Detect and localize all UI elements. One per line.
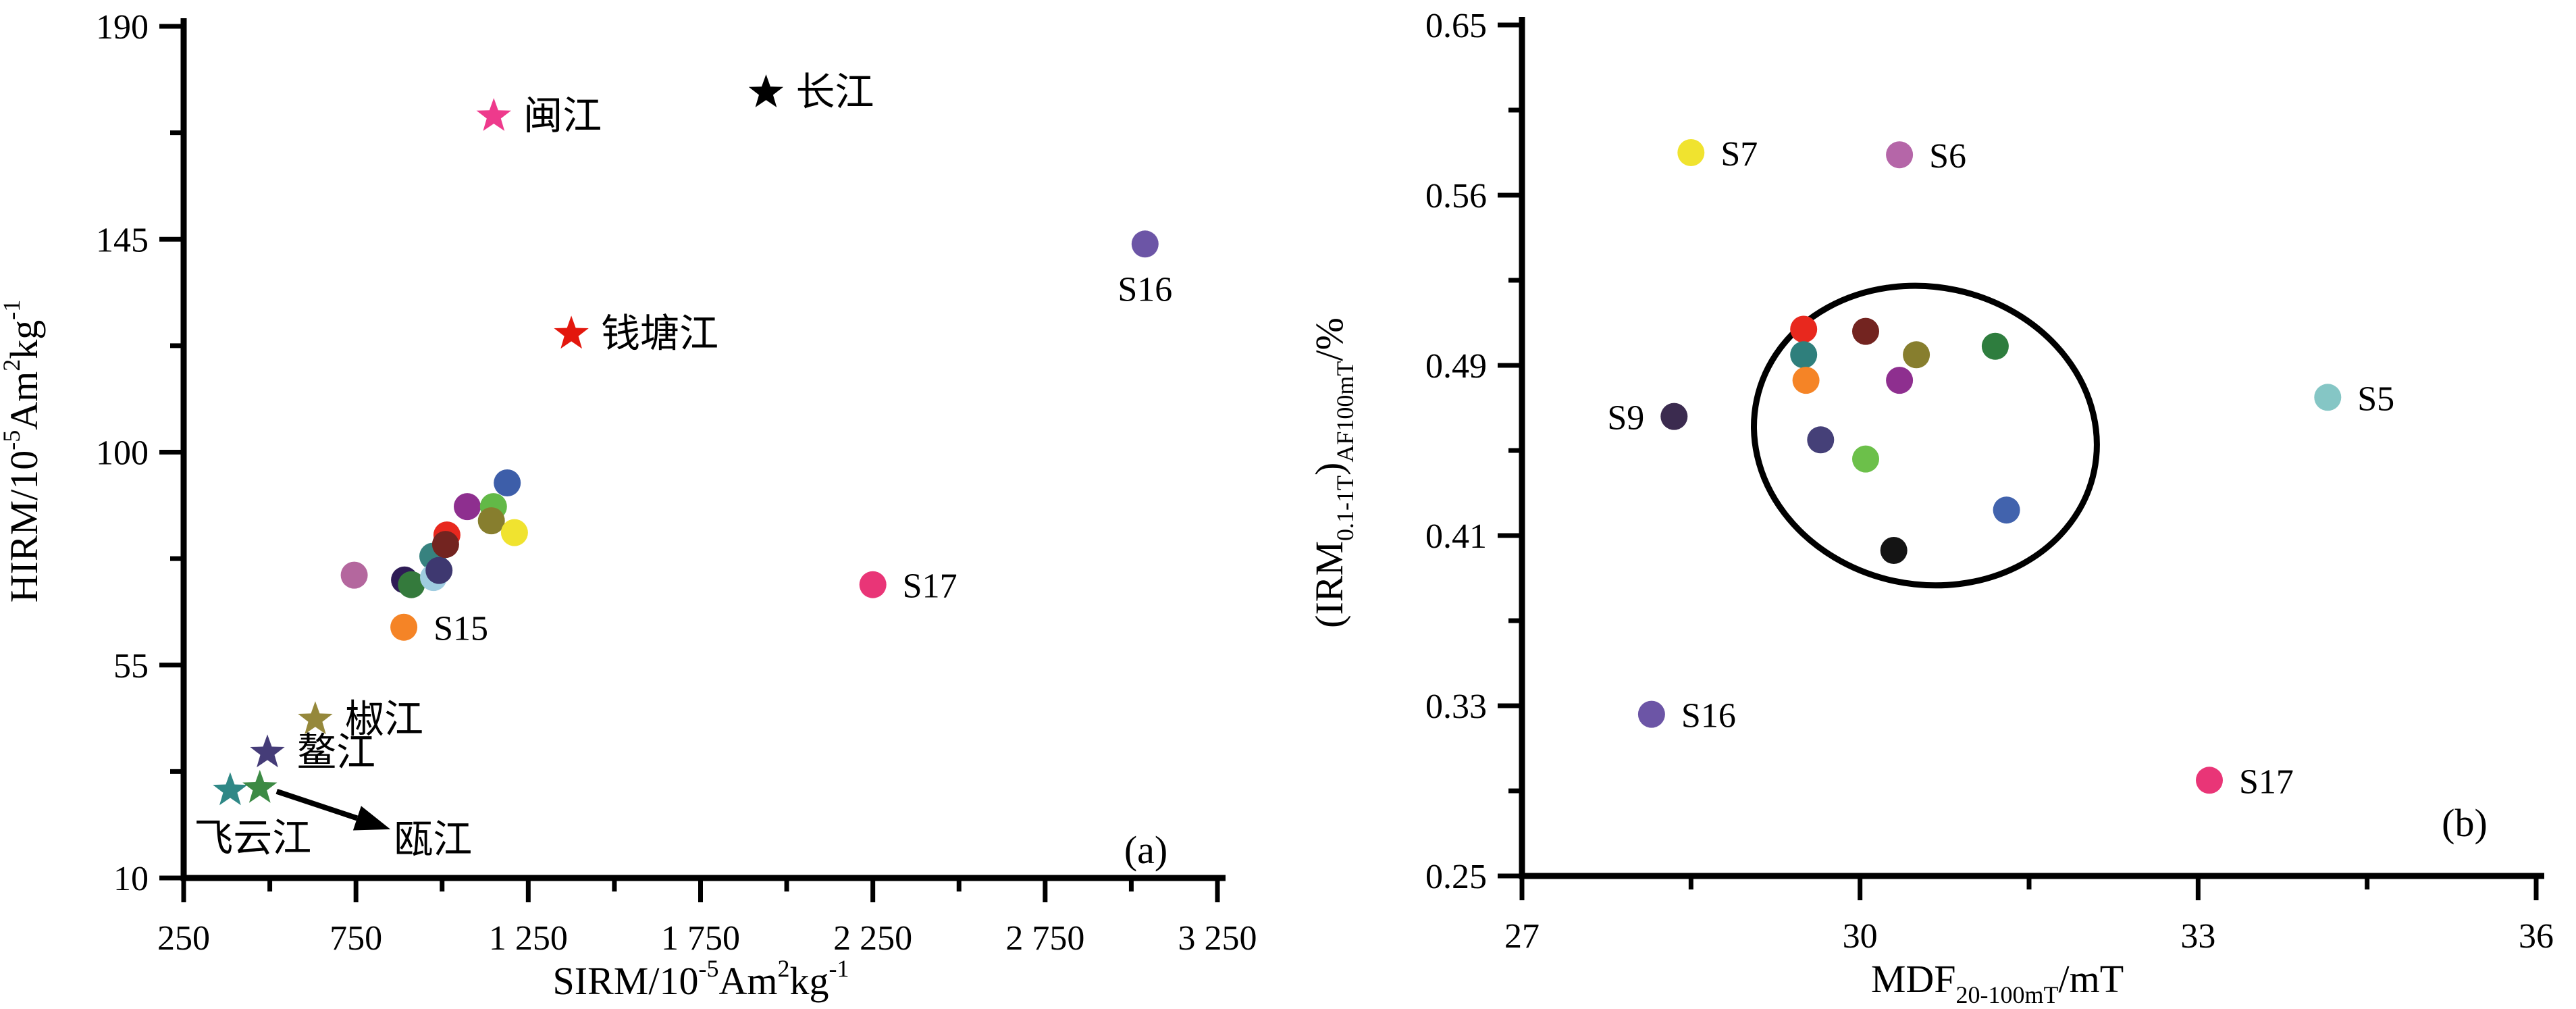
label-a-S15: S15 <box>433 610 488 648</box>
point-a-maroon <box>431 531 459 559</box>
annotation-feiyunjiang-label: 飞云江 <box>194 816 311 860</box>
star-oujiang <box>242 769 278 803</box>
point-b-maroon <box>1852 317 1879 345</box>
star-feiyunjiang <box>213 772 248 806</box>
point-a-navy <box>425 557 453 584</box>
point-b-S5 <box>2314 384 2342 411</box>
y-tick-label-a: 145 <box>96 221 149 259</box>
x-tick-label-a: 1 750 <box>661 919 740 958</box>
point-a-olive <box>477 507 505 535</box>
x-axis-title-a: SIRM/10-5Am2kg-1 <box>553 955 849 1003</box>
y-tick-label-b: 0.56 <box>1425 177 1487 215</box>
panel-letter-b: (b) <box>2442 801 2488 845</box>
x-tick-label-b: 36 <box>2519 917 2554 956</box>
point-a-blue <box>494 469 521 496</box>
annotation-oujiang-label: 瓯江 <box>394 818 472 862</box>
x-tick-label-a: 2 750 <box>1005 919 1084 958</box>
point-a-S15 <box>390 613 418 641</box>
point-b-S7 <box>1677 139 1705 166</box>
label-a-changjiang: 长江 <box>795 70 874 114</box>
star-aojiang <box>250 734 285 768</box>
label-b-S6: S6 <box>1929 137 1966 176</box>
x-tick-label-a: 250 <box>157 919 210 958</box>
point-a-dark-green <box>398 571 425 598</box>
point-a-yellow <box>500 519 528 546</box>
y-axis-title-b: (IRM0.1-1T)AF100mT/% <box>1307 317 1359 628</box>
label-a-S17: S17 <box>903 567 957 606</box>
x-tick-label-b: 30 <box>1843 917 1878 956</box>
label-b-S17: S17 <box>2239 762 2294 801</box>
panel-letter-a: (a) <box>1124 828 1167 872</box>
label-a-qiantangjiang: 钱塘江 <box>601 311 718 355</box>
point-a-S17 <box>859 571 887 598</box>
x-tick-label-b: 27 <box>1504 917 1540 956</box>
y-tick-label-a: 190 <box>96 8 149 47</box>
label-a-aojiang: 鳌江 <box>297 730 375 774</box>
x-tick-label-a: 2 250 <box>833 919 912 958</box>
label-b-S9: S9 <box>1607 399 1644 438</box>
point-b-orange <box>1792 367 1820 394</box>
y-tick-label-b: 0.65 <box>1425 7 1487 45</box>
point-b-S16 <box>1637 700 1665 728</box>
y-tick-label-b: 0.25 <box>1425 858 1487 896</box>
point-b-S6 <box>1886 141 1914 169</box>
point-b-red <box>1790 315 1818 343</box>
y-tick-label-a: 55 <box>113 647 149 685</box>
x-tick-label-a: 1 250 <box>489 919 568 958</box>
oujiang-arrow-line <box>275 789 359 821</box>
point-b-purple <box>1886 367 1914 394</box>
label-a-jiaojiang: 椒江 <box>345 697 423 741</box>
x-tick-label-a: 3 250 <box>1178 919 1257 958</box>
point-a-mauve <box>340 561 368 589</box>
point-b-S17 <box>2196 767 2223 794</box>
label-b-S16: S16 <box>1681 697 1736 735</box>
point-a-S16 <box>1131 230 1159 258</box>
point-b-blue <box>1993 496 2020 524</box>
star-minjiang <box>476 98 511 131</box>
panel-a: 250 750 1 250 1 750 2 250 2 750 3 250 190 145 100… <box>0 8 1257 1003</box>
label-a-minjiang: 闽江 <box>523 94 602 138</box>
y-tick-label-a: 100 <box>96 434 149 473</box>
x-tick-label-b: 33 <box>2180 917 2215 956</box>
point-b-light-green <box>1852 445 1879 473</box>
label-b-S7: S7 <box>1720 135 1758 174</box>
cluster-ellipse <box>1751 282 2100 589</box>
point-b-olive <box>1903 341 1930 369</box>
label-b-S5: S5 <box>2357 380 2394 418</box>
y-tick-label-a: 10 <box>113 860 149 898</box>
point-a-purple <box>454 493 481 521</box>
x-tick-label-a: 750 <box>330 919 382 958</box>
point-b-teal <box>1790 341 1818 369</box>
y-tick-label-b: 0.33 <box>1425 688 1487 726</box>
star-changjiang <box>748 74 784 107</box>
star-jiaojiang <box>298 701 333 735</box>
point-b-S9 <box>1660 403 1688 430</box>
y-tick-label-b: 0.49 <box>1425 347 1487 386</box>
point-b-green <box>1981 332 2009 360</box>
label-a-S16: S16 <box>1118 270 1172 309</box>
star-qiantangjiang <box>554 315 589 349</box>
point-b-black <box>1880 537 1908 564</box>
panel-b: 27 30 33 36 0.65 0.56 0.49 0.41 0.33 0.25 MDF20-10… <box>1307 7 2554 1008</box>
point-b-navy <box>1807 426 1835 454</box>
y-axis-title-a: HIRM/10-5Am2kg-1 <box>0 300 46 603</box>
oujiang-arrow-head <box>352 806 391 831</box>
y-tick-label-b: 0.41 <box>1425 517 1487 556</box>
x-axis-title-b: MDF20-100mT/mT <box>1871 957 2124 1008</box>
